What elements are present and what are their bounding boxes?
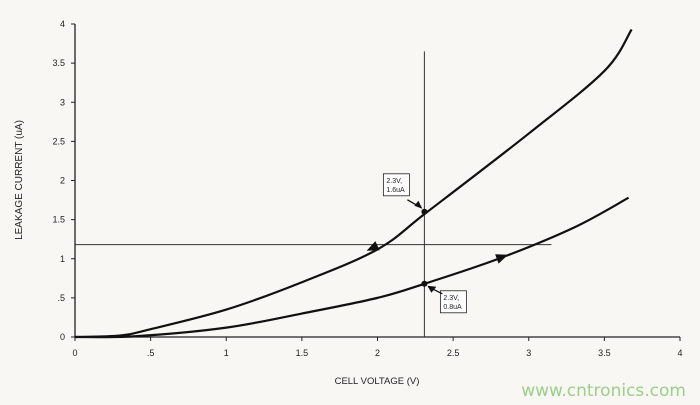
- x-tick-label: 4: [677, 348, 682, 358]
- y-tick-label: 1: [60, 254, 65, 264]
- annotation-point: [421, 208, 428, 215]
- x-axis-label: CELL VOLTAGE (V): [335, 376, 420, 387]
- y-tick-label: .5: [57, 293, 65, 303]
- annotation-text: 2.3V,: [386, 178, 402, 185]
- series-arrow-1: [366, 241, 380, 251]
- x-tick-label: 3.5: [598, 348, 611, 358]
- y-axis-label: LEAKAGE CURRENT (uA): [14, 120, 25, 240]
- annotation-box: [439, 290, 467, 314]
- annotation-arrowhead: [414, 200, 423, 209]
- annotation-box: [382, 173, 410, 197]
- series-arrow-2: [495, 254, 509, 264]
- y-tick-label: 2: [60, 176, 65, 186]
- series-line-2: [74, 196, 630, 339]
- x-tick-label: .5: [147, 348, 155, 358]
- y-tick-label: 1.5: [52, 215, 65, 225]
- x-tick-label: 1: [224, 348, 229, 358]
- y-tick-label: 3.5: [52, 58, 65, 68]
- x-tick-label: 1.5: [296, 348, 309, 358]
- annotation-point: [421, 280, 428, 287]
- watermark: www.cntronics.com: [521, 381, 686, 401]
- annotation-text: 1.6uA: [386, 187, 405, 194]
- x-tick-label: 2.5: [447, 348, 460, 358]
- y-tick-label: 2.5: [52, 136, 65, 146]
- y-tick-label: 0: [60, 332, 65, 342]
- x-tick-label: 2: [375, 348, 380, 358]
- y-tick-label: 3: [60, 97, 65, 107]
- series-line-1: [74, 28, 633, 339]
- x-tick-label: 0: [72, 348, 77, 358]
- x-tick-label: 3: [526, 348, 531, 358]
- annotation-text: 2.3V,: [443, 295, 459, 302]
- y-tick-label: 4: [60, 19, 65, 29]
- annotation-text: 0.8uA: [443, 304, 462, 311]
- annotation-arrowhead: [427, 285, 437, 293]
